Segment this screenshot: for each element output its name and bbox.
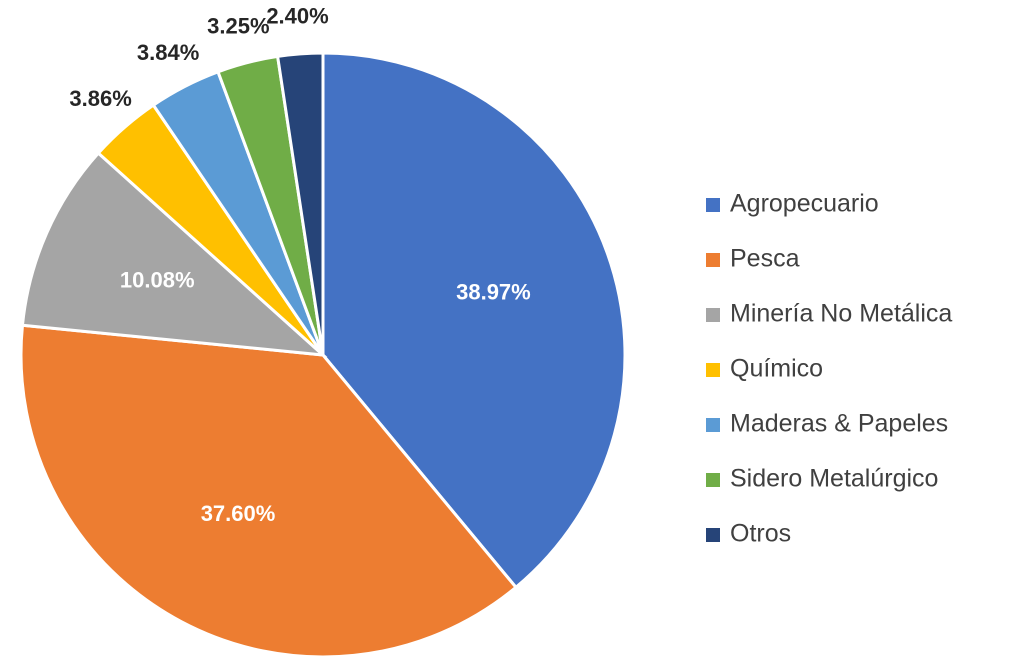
legend-swatch (706, 198, 720, 212)
legend-label: Agropecuario (730, 190, 879, 218)
legend-label: Maderas & Papeles (730, 410, 948, 438)
value-label: 10.08% (120, 268, 195, 293)
legend-label: Sidero Metalúrgico (730, 465, 938, 493)
value-label: 3.25% (207, 13, 269, 38)
value-label: 38.97% (456, 279, 531, 304)
legend-swatch (706, 308, 720, 322)
pie-slice (19, 323, 519, 656)
pie-slice (275, 51, 325, 356)
value-label: 3.84% (137, 40, 199, 65)
value-label: 3.86% (69, 86, 131, 111)
legend-swatch (706, 363, 720, 377)
legend-swatch (706, 528, 720, 542)
value-label: 37.60% (201, 501, 276, 526)
legend-label: Otros (730, 520, 791, 548)
pie-slice (20, 151, 328, 357)
legend-label: Pesca (730, 245, 800, 273)
value-label: 2.40% (266, 4, 328, 29)
legend-swatch (706, 473, 720, 487)
legend-swatch (706, 418, 720, 432)
legend-swatch (706, 253, 720, 267)
pie-slice (321, 51, 627, 590)
legend-label: Minería No Metálica (730, 300, 952, 328)
legend-label: Químico (730, 355, 823, 383)
